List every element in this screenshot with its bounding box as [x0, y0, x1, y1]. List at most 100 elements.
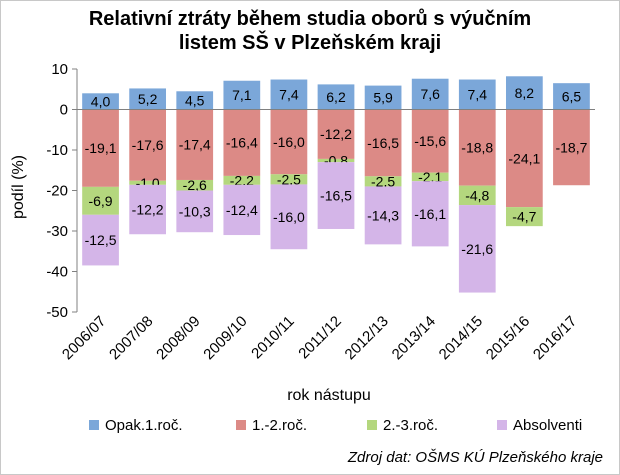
data-label: -12,2 — [320, 126, 352, 142]
bar-segment-rocnik-1-2 — [129, 109, 167, 181]
bar-segment-absolventi — [364, 186, 402, 245]
bar-segment-opak — [458, 79, 496, 110]
data-label: -16,5 — [367, 135, 399, 151]
x-tick-label: 2015/16 — [483, 313, 533, 363]
y-tick-label: -10 — [46, 142, 68, 159]
chart-title-line-2: listem SŠ v Plzeňském kraji — [178, 32, 442, 54]
x-tick-label: 2008/09 — [153, 313, 203, 363]
x-tick-label: 2009/10 — [200, 313, 250, 363]
bar-segment-rocnik-1-2 — [553, 109, 590, 186]
x-tick-label: 2016/17 — [530, 313, 580, 363]
bar-segment-rocnik-2-3 — [317, 158, 355, 163]
data-label: 5,9 — [373, 90, 393, 106]
data-label: -15,6 — [414, 133, 446, 149]
legend-label: 1.-2.roč. — [252, 417, 307, 434]
data-label: -2,1 — [418, 169, 442, 185]
bar-segment-rocnik-1-2 — [458, 109, 496, 186]
data-label: -21,6 — [461, 241, 493, 257]
data-label: -2,5 — [371, 173, 395, 189]
data-label: -2,2 — [230, 172, 254, 188]
bar-segment-opak — [223, 80, 261, 110]
bar-segment-rocnik-2-3 — [82, 186, 119, 215]
bar-segment-opak — [505, 76, 543, 110]
y-tick-label: -50 — [46, 304, 68, 321]
data-label: -18,7 — [555, 139, 587, 155]
data-label: -16,0 — [273, 209, 305, 225]
bar-segment-absolventi — [82, 214, 119, 266]
data-label: -12,5 — [85, 232, 117, 248]
bar-segment-opak — [553, 83, 590, 110]
data-label: -12,4 — [226, 202, 258, 218]
data-label: 4,0 — [91, 93, 111, 109]
x-tick-label: 2013/14 — [389, 313, 439, 363]
data-label: -16,1 — [414, 206, 446, 222]
legend-label: Absolventi — [513, 417, 582, 434]
data-label: -17,4 — [179, 137, 211, 153]
chart-title-line-1: Relativní ztráty během studia oborů s vý… — [88, 8, 532, 30]
bar-segment-rocnik-2-3 — [364, 176, 402, 187]
y-tick-label: -30 — [46, 223, 68, 240]
y-tick-label: -40 — [46, 264, 68, 281]
legend-swatch — [89, 420, 99, 430]
bar-segment-absolventi — [176, 190, 214, 233]
bar-segment-opak — [176, 91, 214, 110]
x-tick-label: 2012/13 — [342, 313, 392, 363]
data-label: 6,5 — [562, 88, 582, 104]
data-label: -4,7 — [512, 209, 536, 225]
y-tick-label: 0 — [60, 102, 68, 119]
data-label: -18,8 — [461, 140, 493, 156]
bar-segment-opak — [82, 93, 119, 110]
x-axis-label: rok nástupu — [287, 387, 371, 404]
bar-segment-absolventi — [270, 184, 308, 250]
bar-segment-rocnik-2-3 — [270, 174, 308, 185]
bar-segment-rocnik-1-2 — [317, 109, 355, 159]
data-label: 7,4 — [279, 87, 299, 103]
data-label: -14,3 — [367, 207, 399, 223]
bar-segment-absolventi — [458, 205, 496, 293]
bar-segment-rocnik-1-2 — [364, 109, 402, 177]
bar-segment-absolventi — [317, 162, 355, 229]
bar-segment-rocnik-1-2 — [82, 109, 119, 187]
data-label: -19,1 — [85, 140, 117, 156]
data-label: 4,5 — [185, 92, 205, 108]
legend-label: 2.-3.roč. — [383, 417, 438, 434]
bar-segment-absolventi — [129, 184, 167, 235]
data-label: -16,5 — [320, 188, 352, 204]
bar-segment-rocnik-1-2 — [411, 109, 449, 173]
legend-label: Opak.1.roč. — [105, 417, 183, 434]
chart-title: Relativní ztráty během studia oborů s vý… — [1, 7, 619, 55]
bar-segment-absolventi — [411, 181, 449, 247]
data-label: -17,6 — [132, 137, 164, 153]
bar-segment-rocnik-1-2 — [505, 109, 543, 208]
bar-segment-opak — [317, 84, 355, 110]
data-label: -2,5 — [277, 171, 301, 187]
data-label: 6,2 — [326, 89, 346, 105]
bar-segment-opak — [129, 88, 167, 110]
bar-segment-rocnik-2-3 — [176, 179, 214, 191]
legend-swatch — [367, 420, 377, 430]
data-label: 7,6 — [420, 86, 440, 102]
data-label: -10,3 — [179, 203, 211, 219]
bar-segment-opak — [411, 78, 449, 110]
source-note: Zdroj dat: OŠMS KÚ Plzeňského kraje — [347, 449, 603, 466]
legend-swatch — [497, 420, 507, 430]
x-tick-label: 2007/08 — [106, 313, 156, 363]
bar-segment-rocnik-1-2 — [270, 109, 308, 175]
bar-segment-rocnik-2-3 — [458, 185, 496, 206]
bar-segment-rocnik-1-2 — [176, 109, 214, 180]
bar-segment-rocnik-2-3 — [129, 180, 167, 185]
data-label: 7,1 — [232, 87, 252, 103]
x-tick-label: 2014/15 — [436, 313, 486, 363]
y-axis-label: podíl (%) — [10, 155, 27, 219]
data-label: -4,8 — [465, 187, 489, 203]
data-label: -16,0 — [273, 134, 305, 150]
data-label: 7,4 — [468, 87, 488, 103]
bar-segment-rocnik-1-2 — [223, 109, 261, 176]
bar-segment-absolventi — [223, 184, 261, 236]
bar-segment-rocnik-2-3 — [505, 207, 543, 227]
y-tick-label: 10 — [51, 61, 68, 78]
legend-swatch — [236, 420, 246, 430]
data-label: -6,9 — [88, 193, 112, 209]
